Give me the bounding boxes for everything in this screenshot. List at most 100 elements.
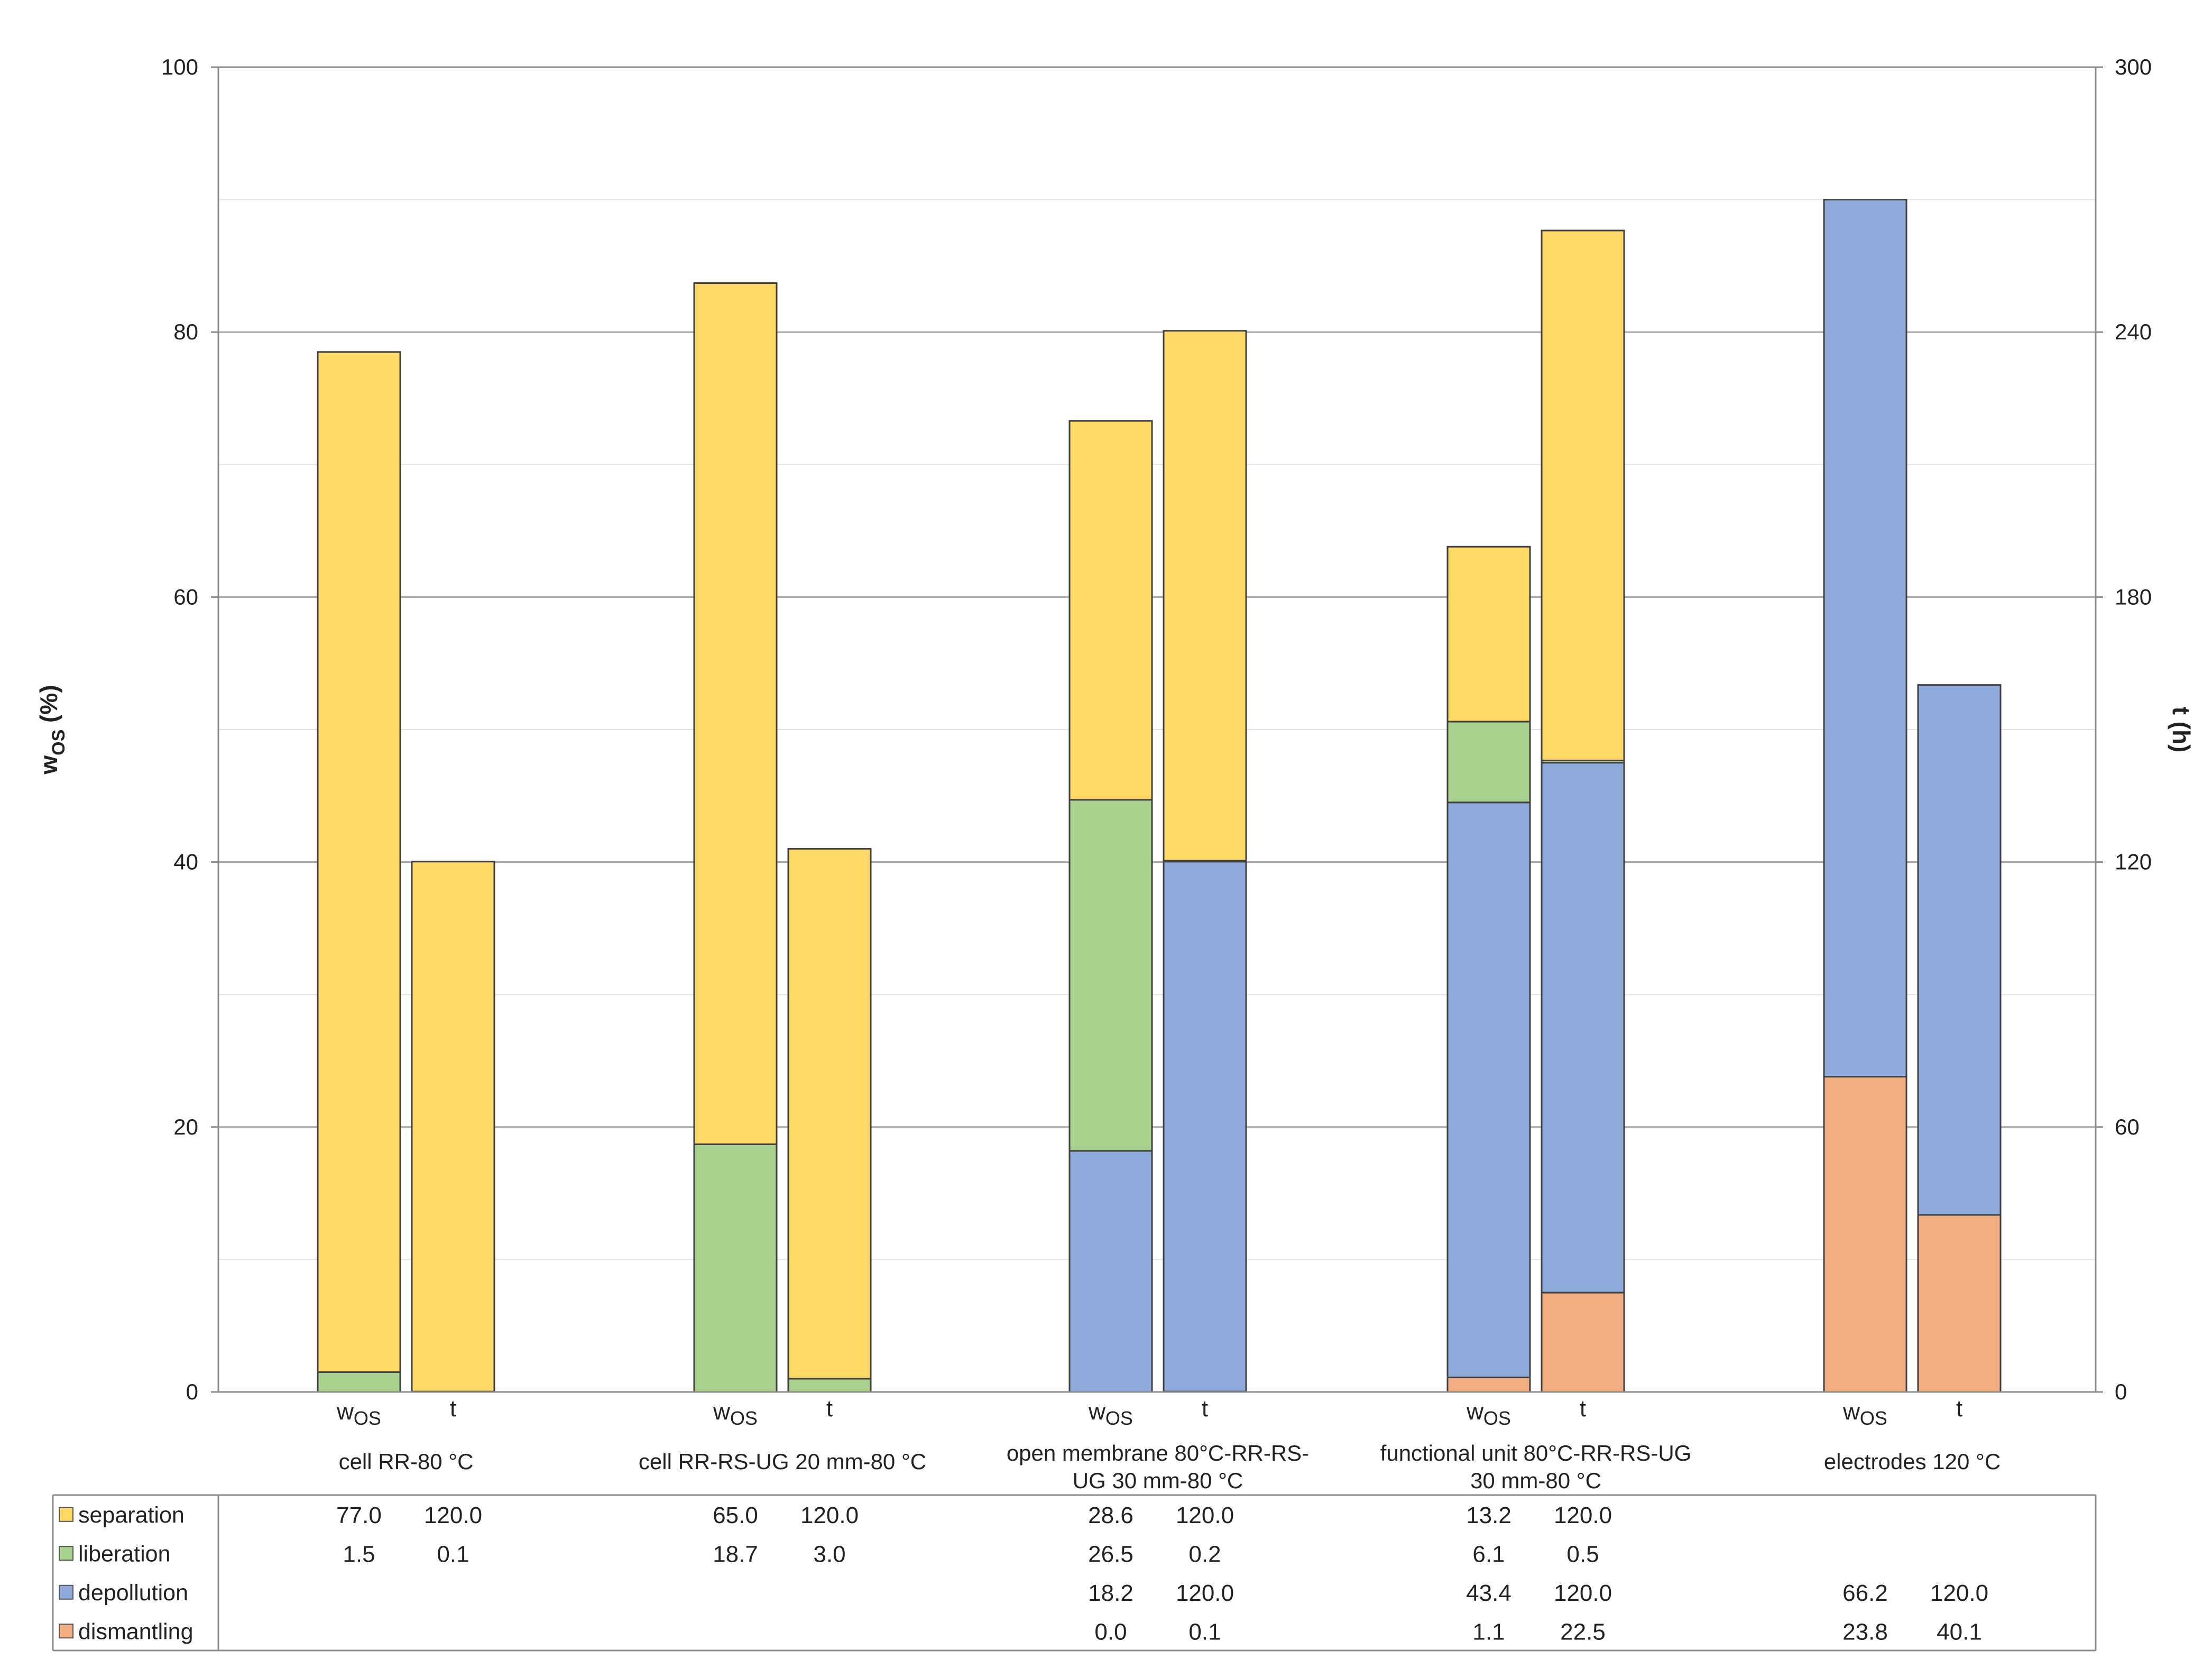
bar-wos-depollution-group-3	[1068, 1150, 1153, 1393]
bar-label-os: OS	[1105, 1407, 1133, 1429]
bar-t-dismantling-group-5	[1917, 1214, 2002, 1393]
group-label-5: electrodes 120 °C	[1824, 1449, 2001, 1474]
table-value-wos: 77.0	[336, 1502, 382, 1528]
bar-label-t: t	[1580, 1396, 1586, 1422]
left-tick-label: 20	[173, 1114, 198, 1139]
table-value-wos: 1.5	[343, 1541, 375, 1567]
legend-swatch-dismantling	[59, 1624, 73, 1639]
bar-wos-liberation-group-4	[1446, 721, 1531, 804]
group-label-4: 30 mm-80 °C	[1470, 1468, 1601, 1493]
table-value-wos: 18.2	[1088, 1580, 1133, 1606]
bar-t-separation-group-4	[1541, 229, 1625, 761]
table-value-t: 120.0	[1176, 1502, 1234, 1528]
table-value-t: 0.5	[1566, 1541, 1599, 1567]
bar-wos-liberation-group-2	[693, 1143, 778, 1393]
plot-frame	[217, 66, 2097, 1393]
legend-label-depollution: depollution	[78, 1580, 188, 1606]
bar-label-os: OS	[730, 1407, 758, 1429]
bar-label-wos: wOS	[713, 1399, 758, 1429]
table-value-t: 120.0	[1930, 1580, 1988, 1606]
bar-wos-liberation-group-3	[1068, 799, 1153, 1152]
table-value-t: 0.1	[437, 1541, 469, 1567]
bar-label-t: t	[1956, 1396, 1962, 1422]
left-axis-title-w: w	[35, 755, 62, 775]
group-label-3: open membrane 80°C-RR-RS-	[1007, 1441, 1309, 1465]
table-value-t: 3.0	[813, 1541, 845, 1567]
table-value-t: 120.0	[424, 1502, 482, 1528]
bar-label-w: w	[336, 1399, 354, 1425]
bar-label-w: w	[713, 1399, 730, 1425]
bar-label-wos: wOS	[336, 1399, 381, 1429]
left-tick-label: 100	[161, 54, 198, 79]
bar-label-w: w	[1466, 1399, 1483, 1425]
bar-wos-separation-group-2	[693, 282, 778, 1145]
right-tick-label: 60	[2115, 1114, 2140, 1139]
bar-label-t: t	[826, 1396, 833, 1422]
legend-label-dismantling: dismantling	[78, 1619, 193, 1644]
bar-t-depollution-group-4	[1541, 762, 1625, 1294]
right-axis-title: t (h)	[2168, 707, 2195, 753]
table-value-wos: 0.0	[1094, 1619, 1127, 1645]
left-tick-label: 40	[173, 850, 198, 874]
group-label-4: functional unit 80°C-RR-RS-UG	[1380, 1441, 1692, 1465]
axes: 0 20 40 60 80 100 0 60 120 180 240 300 wOS (%) t (h)	[35, 54, 2195, 1404]
bar-wos-liberation-group-1	[317, 1371, 401, 1393]
bar-wos-separation-group-4	[1446, 546, 1531, 723]
legend-label-liberation: liberation	[78, 1541, 171, 1566]
bar-label-wos: wOS	[1466, 1399, 1511, 1429]
bar-wos-depollution-group-4	[1446, 801, 1531, 1378]
bar-label-t: t	[1202, 1396, 1208, 1422]
bar-t-separation-group-3	[1163, 330, 1247, 862]
table-value-wos: 6.1	[1472, 1541, 1505, 1567]
table-value-t: 120.0	[1554, 1502, 1612, 1528]
left-tick-label: 60	[173, 584, 198, 609]
bar-wos-separation-group-3	[1068, 420, 1153, 801]
table-value-t: 0.1	[1188, 1619, 1221, 1645]
table-value-wos: 43.4	[1466, 1580, 1511, 1606]
bar-t-depollution-group-5	[1917, 684, 2002, 1216]
legend-swatch-depollution	[59, 1584, 73, 1600]
gridlines	[218, 199, 2096, 1260]
table-value-wos: 23.8	[1842, 1619, 1888, 1645]
table-value-t: 120.0	[800, 1502, 859, 1528]
legend-swatch-liberation	[59, 1546, 73, 1561]
left-axis-title: wOS (%)	[35, 685, 69, 774]
bar-label-os: OS	[354, 1407, 381, 1429]
group-label-2: cell RR-RS-UG 20 mm-80 °C	[639, 1449, 926, 1474]
right-tick-label: 240	[2115, 319, 2152, 344]
bar-label-os: OS	[1860, 1407, 1887, 1429]
table-value-t: 120.0	[1554, 1580, 1612, 1606]
data-table: separation 77.0 120.0 65.0 120.0 28.6 120.0 13.…	[52, 1494, 2097, 1652]
table-value-wos: 65.0	[713, 1502, 758, 1528]
legend-label-separation: separation	[78, 1502, 185, 1528]
bar-label-t: t	[450, 1396, 456, 1422]
right-tick-label: 0	[2115, 1379, 2127, 1404]
table-value-wos: 18.7	[713, 1541, 758, 1567]
table-value-t: 0.2	[1188, 1541, 1221, 1567]
bar-label-os: OS	[1483, 1407, 1511, 1429]
table-value-wos: 13.2	[1466, 1502, 1511, 1528]
right-tick-label: 180	[2115, 584, 2152, 609]
bar-label-w: w	[1088, 1399, 1105, 1425]
left-axis-title-unit: (%)	[35, 685, 62, 729]
bar-t-separation-group-1	[411, 861, 495, 1393]
bar-t-liberation-group-2	[787, 1378, 872, 1393]
table-value-t: 22.5	[1560, 1619, 1606, 1645]
table-value-wos: 1.1	[1472, 1619, 1505, 1645]
left-tick-label: 0	[186, 1379, 198, 1404]
table-value-t: 40.1	[1937, 1619, 1982, 1645]
bar-label-w: w	[1842, 1399, 1860, 1425]
bars	[317, 199, 2002, 1393]
table-value-wos: 26.5	[1088, 1541, 1133, 1567]
left-tick-label: 80	[173, 319, 198, 344]
bar-t-dismantling-group-4	[1541, 1292, 1625, 1393]
bar-t-separation-group-2	[787, 848, 872, 1380]
bar-wos-separation-group-1	[317, 351, 401, 1373]
bar-t-depollution-group-3	[1163, 861, 1247, 1393]
bar-wos-dismantling-group-4	[1446, 1376, 1531, 1393]
table-value-wos: 66.2	[1842, 1580, 1888, 1606]
left-axis-title-sub: OS	[49, 730, 69, 755]
